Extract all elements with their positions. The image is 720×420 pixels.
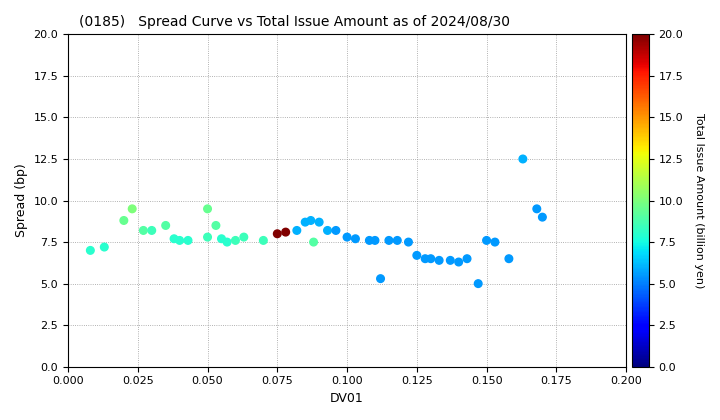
Point xyxy=(350,235,361,242)
Point xyxy=(238,234,250,241)
Point xyxy=(280,229,292,236)
Point xyxy=(375,275,387,282)
Text: (0185)   Spread Curve vs Total Issue Amount as of 2024/08/30: (0185) Spread Curve vs Total Issue Amoun… xyxy=(79,15,510,29)
Point xyxy=(402,239,414,245)
Point xyxy=(221,239,233,245)
Point xyxy=(305,217,317,224)
Point xyxy=(308,239,320,245)
Point xyxy=(99,244,110,250)
Point xyxy=(444,257,456,264)
Point xyxy=(258,237,269,244)
Point xyxy=(210,222,222,229)
Point xyxy=(531,205,543,212)
Point xyxy=(369,237,381,244)
Point xyxy=(433,257,445,264)
Point xyxy=(425,255,436,262)
Point xyxy=(202,234,213,241)
Point xyxy=(127,205,138,212)
Point xyxy=(138,227,149,234)
Point xyxy=(84,247,96,254)
Point xyxy=(118,217,130,224)
Point xyxy=(271,231,283,237)
Point xyxy=(383,237,395,244)
Point xyxy=(174,237,185,244)
Point xyxy=(489,239,500,245)
Point xyxy=(230,237,241,244)
Point xyxy=(411,252,423,259)
Point xyxy=(503,255,515,262)
Point xyxy=(330,227,342,234)
X-axis label: DV01: DV01 xyxy=(330,392,364,405)
Point xyxy=(420,255,431,262)
Point xyxy=(300,219,311,226)
Point xyxy=(462,255,473,262)
Point xyxy=(182,237,194,244)
Point xyxy=(472,280,484,287)
Point xyxy=(322,227,333,234)
Point xyxy=(216,235,228,242)
Point xyxy=(453,259,464,265)
Point xyxy=(313,219,325,226)
Point xyxy=(168,235,180,242)
Y-axis label: Spread (bp): Spread (bp) xyxy=(15,164,28,237)
Point xyxy=(146,227,158,234)
Point xyxy=(517,156,528,163)
Point xyxy=(481,237,492,244)
Point xyxy=(341,234,353,241)
Y-axis label: Total Issue Amount (billion yen): Total Issue Amount (billion yen) xyxy=(694,113,704,288)
Point xyxy=(291,227,302,234)
Point xyxy=(536,214,548,220)
Point xyxy=(364,237,375,244)
Point xyxy=(392,237,403,244)
Point xyxy=(202,205,213,212)
Point xyxy=(160,222,171,229)
